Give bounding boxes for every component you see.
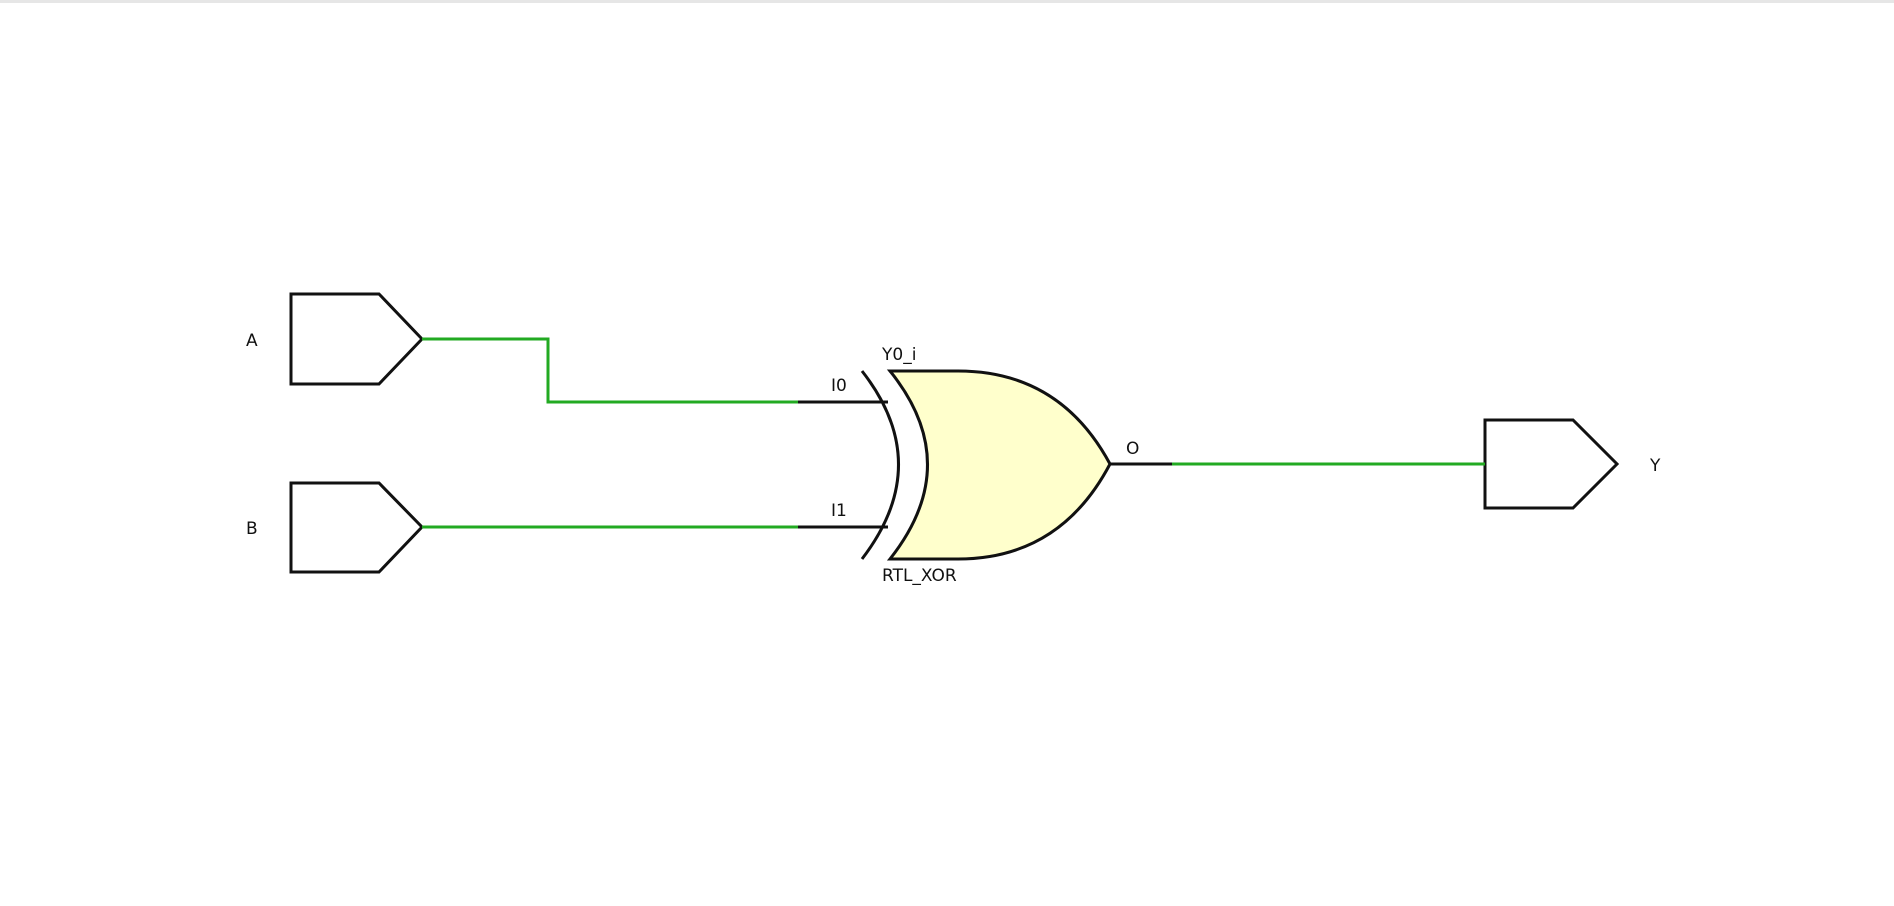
net-a[interactable] <box>422 337 798 404</box>
pin-i0-label: I0 <box>831 376 847 396</box>
xor-gate-body[interactable] <box>886 369 1112 561</box>
input-port-b-label: B <box>246 519 258 539</box>
output-port-y-label: Y <box>1649 456 1661 476</box>
input-port-a-shape[interactable] <box>289 292 425 386</box>
pin-i1-label: I1 <box>831 501 847 521</box>
input-port-a[interactable]: A <box>246 292 425 386</box>
gate-instance-label: Y0_i <box>881 345 916 365</box>
input-port-b[interactable]: B <box>246 481 425 574</box>
xor-gate[interactable]: Y0_i RTL_XOR I0 I1 O <box>798 345 1172 586</box>
output-port-y[interactable]: Y <box>1483 418 1661 510</box>
pin-o-label: O <box>1126 439 1139 459</box>
gate-type-label: RTL_XOR <box>882 566 957 586</box>
output-port-y-shape[interactable] <box>1483 418 1620 510</box>
xor-gate-input-arc <box>860 370 900 560</box>
canvas-top-border <box>0 0 1894 3</box>
input-port-b-shape[interactable] <box>289 481 425 574</box>
input-port-a-label: A <box>246 331 258 351</box>
